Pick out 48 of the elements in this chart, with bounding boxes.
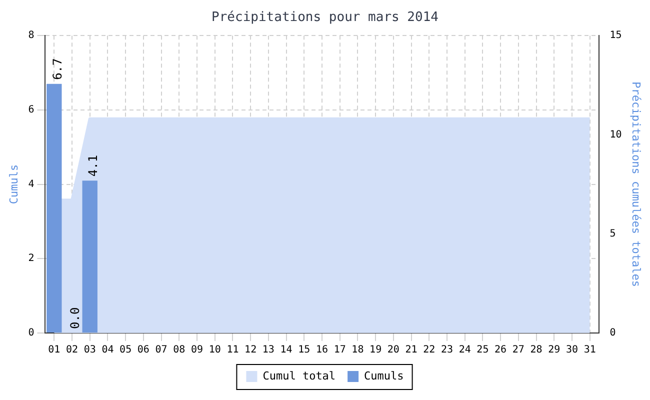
x-tick-label: 11 [226,344,239,356]
x-tick-label: 14 [280,344,292,356]
x-tick-label: 09 [190,344,204,356]
x-tick-label: 13 [262,344,274,356]
x-tick-label: 27 [512,344,524,356]
y2-tick-label: 0 [610,328,616,339]
x-tick-label: 08 [173,344,186,356]
legend-label: Cumul total [262,369,336,382]
x-tick-label: 02 [66,344,78,356]
x-tick-label: 03 [84,344,96,356]
y-tick-label: 8 [28,30,34,42]
chart-title: Précipitations pour mars 2014 [212,10,439,26]
x-tick-label: 22 [423,344,436,356]
x-tick-label: 05 [120,344,132,356]
x-tick-label: 24 [458,344,471,356]
y-tick-label: 0 [28,328,34,339]
x-tick-label: 26 [494,344,507,356]
x-tick-label: 30 [566,344,578,356]
y2-tick-label: 15 [610,30,622,42]
data-label: 6.7 [50,58,64,80]
data-label: 0.0 [68,307,82,329]
data-label: 4.1 [86,154,100,177]
x-tick-label: 19 [370,344,382,356]
y-axis-title: Cumuls [7,164,20,204]
x-tick-label: 04 [102,344,114,356]
x-tick-label: 17 [334,344,346,356]
x-tick-label: 28 [530,344,542,356]
x-tick-label: 07 [155,344,168,356]
x-tick-label: 25 [476,344,489,356]
x-tick-label: 29 [548,344,560,356]
x-tick-label: 01 [48,344,60,356]
x-tick-label: 18 [352,344,364,356]
x-tick-label: 06 [137,344,150,356]
x-tick-label: 12 [244,344,257,356]
x-tick-label: 21 [405,344,418,356]
x-tick-label: 16 [316,344,328,356]
x-tick-label: 23 [440,344,454,356]
y2-tick-label: 5 [610,228,616,240]
y2-axis-title: Précipitations cumulées totales [630,82,643,287]
x-tick-label: 31 [584,344,596,356]
y-tick-label: 2 [28,253,34,264]
x-tick-label: 20 [387,344,400,356]
x-tick-label: 10 [208,344,221,356]
x-tick-label: 15 [298,344,310,356]
legend-label: Cumuls [364,369,404,382]
y2-tick-label: 10 [610,129,622,140]
y-tick-label: 6 [28,104,34,116]
y-tick-label: 4 [28,178,34,190]
